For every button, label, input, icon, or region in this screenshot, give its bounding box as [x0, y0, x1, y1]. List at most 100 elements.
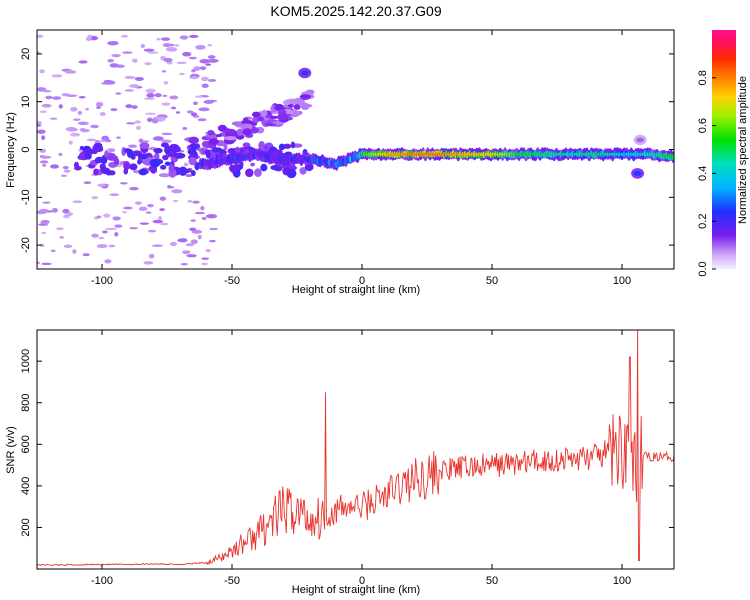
- spectrogram-cell: [64, 70, 77, 74]
- spectrogram-cell: [215, 134, 223, 138]
- spectrogram-cell: [288, 98, 296, 105]
- spectrogram-cell: [62, 208, 70, 214]
- spectrogram-cell: [199, 59, 211, 64]
- spectrogram-cell: [188, 56, 197, 60]
- spectrogram-cell: [200, 205, 205, 211]
- colorbar-gradient: [712, 30, 736, 269]
- spectrogram-cell: [205, 151, 211, 159]
- spectrogram-cell: [201, 257, 210, 260]
- spectrogram-cell: [257, 116, 264, 122]
- spectrogram-cell: [190, 219, 196, 222]
- spectrogram-cell: [188, 136, 200, 144]
- spectrogram-y-label: Frequency (Hz): [5, 112, 17, 188]
- spectrogram-cell: [168, 164, 175, 173]
- spectrogram-cell: [125, 104, 133, 109]
- spectrogram-cell: [114, 232, 119, 237]
- spectrogram-cell: [68, 140, 73, 145]
- spectrogram-cell: [149, 158, 161, 168]
- spectrogram-cell: [168, 143, 180, 152]
- spectrogram-cell: [136, 125, 141, 131]
- spectrogram-cell: [194, 162, 201, 171]
- spectrogram-cell: [208, 150, 216, 160]
- spectrogram-cell: [39, 155, 52, 159]
- spectrogram-cell: [207, 58, 219, 63]
- spectrogram-cell: [189, 143, 201, 149]
- spectrogram-cell: [51, 74, 63, 78]
- spectrogram-cell: [126, 148, 134, 159]
- spectrogram-cell: [122, 206, 133, 210]
- spectrogram-cell: [38, 208, 49, 214]
- spectrogram-cell: [92, 146, 104, 153]
- spectrogram-cell: [103, 213, 111, 218]
- spectrogram-cell: [137, 159, 142, 165]
- spectrogram-cell: [62, 166, 69, 170]
- spectrogram-cell: [207, 130, 215, 136]
- spectrogram-cell: [671, 154, 674, 159]
- spectrogram-cell: [152, 219, 164, 224]
- spectrogram-cell: [129, 84, 140, 88]
- spectrogram-cell: [278, 143, 286, 151]
- spectrogram-cell: [51, 208, 58, 213]
- spectrogram-cell: [223, 143, 228, 151]
- spectrogram-x-tick-label: -50: [224, 275, 240, 287]
- spectrogram-cell: [134, 76, 144, 82]
- spectrogram-cell: [138, 206, 148, 211]
- spectrogram-cell: [182, 127, 188, 130]
- spectrogram-cell: [97, 183, 106, 187]
- spectrogram-cell: [176, 61, 187, 65]
- spectrogram-cell: [37, 129, 46, 134]
- spectrogram-cell: [261, 109, 268, 117]
- spectrogram-cell: [128, 144, 138, 148]
- spectrogram-cell: [63, 244, 73, 249]
- spectrogram-cell: [159, 222, 169, 226]
- spectrogram-cell: [109, 63, 120, 68]
- spectrogram-y-tick-label: -20: [20, 237, 32, 253]
- spectrogram-cell: [636, 137, 645, 143]
- spectrogram-cell: [242, 117, 249, 122]
- spectrogram-cell: [105, 227, 117, 231]
- spectrogram-cell: [86, 138, 97, 142]
- spectrogram-cell: [58, 152, 63, 157]
- spectrogram-cell: [254, 168, 262, 177]
- snr-series-line: [37, 330, 674, 566]
- spectrogram-cell: [299, 94, 312, 99]
- snr-x-label: Height of straight line (km): [292, 584, 420, 596]
- spectrogram-cell: [151, 244, 164, 247]
- spectrogram-cell: [80, 128, 90, 133]
- spectrogram-cell: [164, 161, 171, 166]
- spectrogram-cell: [171, 189, 183, 194]
- spectrogram-cell: [286, 168, 297, 179]
- spectrogram-cell: [162, 43, 172, 48]
- spectrogram-x-label: Height of straight line (km): [292, 284, 420, 296]
- spectrogram-cell: [41, 103, 52, 108]
- spectrogram-cell: [124, 89, 135, 92]
- spectrogram-cell: [205, 249, 211, 253]
- colorbar-ticks: 0.0 0.2 0.4 0.6 0.8: [697, 70, 716, 277]
- spectrogram-cell: [172, 199, 179, 203]
- spectrogram-cell: [144, 62, 152, 66]
- spectrogram-cell: [126, 122, 136, 125]
- spectrogram-cell: [192, 200, 200, 204]
- spectrogram-cell: [72, 200, 83, 204]
- spectrogram-cell: [182, 250, 191, 255]
- spectrogram-cell: [293, 104, 301, 110]
- spectrogram-cell: [160, 142, 169, 148]
- spectrogram-cell: [110, 108, 118, 112]
- snr-x-tick-label: 50: [486, 575, 498, 587]
- spectrogram-cell: [158, 173, 171, 178]
- spectrogram-cell: [42, 163, 47, 167]
- spectrogram-cell: [300, 102, 310, 111]
- spectrogram-cell: [180, 262, 188, 266]
- spectrogram-cell: [93, 168, 99, 176]
- spectrogram-cell: [147, 204, 154, 208]
- spectrogram-cell: [161, 132, 173, 136]
- figure-title: KOM5.2025.142.20.37.G09: [270, 3, 441, 19]
- spectrogram-cell: [94, 156, 103, 164]
- spectrogram-cell: [52, 96, 62, 100]
- spectrogram-cell: [225, 128, 232, 135]
- spectrogram-cell: [169, 95, 179, 100]
- spectrogram-cell: [42, 89, 52, 93]
- spectrogram-cell: [242, 128, 252, 136]
- spectrogram-cell: [277, 113, 288, 121]
- spectrogram-y-ticks: -20 -10 0 10 20: [20, 48, 674, 253]
